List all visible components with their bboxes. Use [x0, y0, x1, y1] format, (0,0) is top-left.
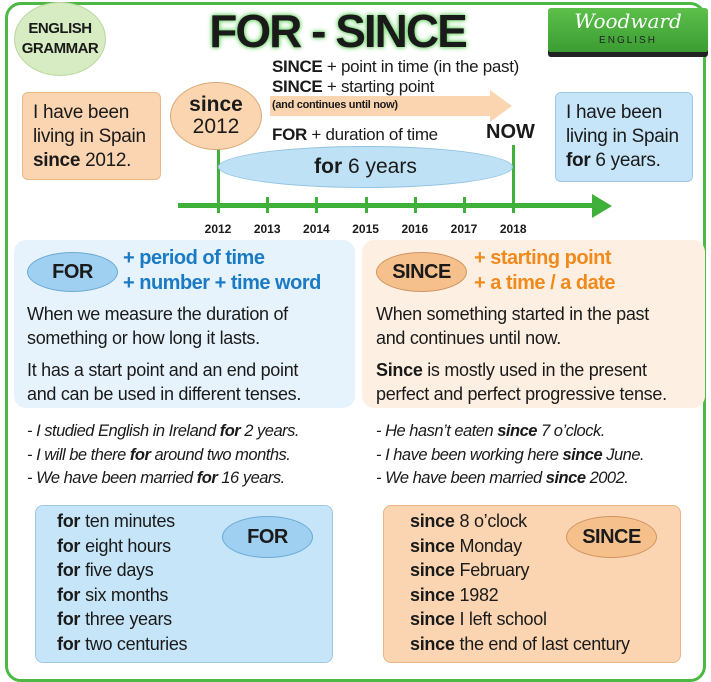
- badge-line: ENGLISH: [28, 20, 92, 37]
- timeline-axis: [178, 203, 594, 208]
- timeline-year-label: 2016: [401, 222, 429, 236]
- list-item: since February: [410, 560, 530, 581]
- list-item: since 1982: [410, 584, 499, 605]
- page-title: FOR - SINCE: [209, 5, 468, 57]
- for-label-bubble: FOR: [27, 252, 118, 292]
- for-examples: - I studied English in Ireland for 2 yea…: [27, 420, 299, 491]
- list-item: for two centuries: [57, 633, 188, 654]
- start-marker-line: [217, 145, 220, 207]
- timeline-tick: [364, 197, 368, 213]
- timeline-tick: [413, 197, 417, 213]
- since-label-bubble: SINCE: [376, 252, 467, 292]
- list-item: for five days: [57, 560, 154, 581]
- example-sentence: - I have been working here since June.: [376, 445, 645, 464]
- timeline-tick: [315, 197, 319, 213]
- list-item: for eight hours: [57, 535, 171, 556]
- since-example-box: I have been living in Spain since 2012.: [22, 92, 161, 180]
- english-grammar-badge: ENGLISH GRAMMAR: [14, 2, 106, 76]
- list-item: since I left school: [410, 609, 547, 630]
- since-note: (and continues until now): [272, 99, 398, 111]
- for-rule: FOR + duration of time: [272, 125, 438, 144]
- timeline-year-label: 2013: [253, 222, 281, 236]
- timeline-year-label: 2018: [499, 222, 527, 236]
- timeline-year-label: 2012: [204, 222, 232, 236]
- for-example-box: I have been living in Spain for 6 years.: [555, 92, 693, 182]
- list-item: for six months: [57, 584, 169, 605]
- timeline-year-label: 2017: [450, 222, 478, 236]
- since-2012-bubble: since 2012: [170, 82, 262, 150]
- now-marker-line: [512, 145, 515, 207]
- example-sentence: - I studied English in Ireland for 2 yea…: [27, 422, 299, 440]
- for-6-years-bubble: for 6 years: [218, 146, 513, 188]
- list-item: for ten minutes: [57, 511, 175, 531]
- example-sentence: - We have been married since 2002.: [376, 469, 629, 487]
- timeline-tick: [463, 197, 466, 213]
- since-description: When something started in the past and co…: [376, 304, 667, 404]
- since-rule-b: + a time / a date: [474, 272, 616, 294]
- since-arrow-head-icon: [490, 90, 512, 122]
- woodward-logo: Woodward ENGLISH: [548, 8, 708, 52]
- timeline-tick: [217, 197, 220, 213]
- since-rule-a: + starting point: [474, 247, 612, 269]
- list-item: since the end of last century: [410, 633, 630, 654]
- for-rule-2: + number + time word: [123, 272, 321, 294]
- now-label: NOW: [486, 121, 535, 143]
- timeline-arrow-head-icon: [592, 194, 612, 218]
- since-arrow: [270, 96, 492, 116]
- logo-brand: Woodward: [574, 9, 682, 33]
- example-sentence: - He hasn’t eaten since 7 o’clock.: [376, 422, 605, 440]
- timeline-tick: [512, 197, 516, 213]
- since-examples: - He hasn’t eaten since 7 o’clock. - I ha…: [376, 420, 645, 491]
- list-item: since 8 o’clock: [410, 511, 527, 531]
- logo-sub: ENGLISH: [599, 35, 657, 46]
- list-item: since Monday: [410, 535, 522, 556]
- list-item: for three years: [57, 609, 172, 630]
- example-sentence: - We have been married for 16 years.: [27, 469, 285, 487]
- timeline-year-label: 2014: [303, 222, 330, 236]
- since-list-bubble: SINCE: [566, 516, 657, 558]
- example-sentence: - I will be there for around two months.: [27, 445, 291, 464]
- timeline-tick: [266, 197, 270, 213]
- timeline-year-label: 2015: [352, 222, 379, 236]
- badge-line: GRAMMAR: [21, 40, 99, 57]
- since-rule-1: SINCE + point in time (in the past): [272, 57, 519, 76]
- for-list-bubble: FOR: [222, 516, 313, 558]
- since-list: since 8 o’clock since Monday since February si…: [410, 509, 630, 657]
- for-description: When we measure the duration of something…: [27, 304, 302, 404]
- since-rule-2: SINCE + starting point: [272, 77, 435, 96]
- for-list: for ten minutes for eight hours for five days…: [57, 509, 188, 657]
- for-rule-1: + period of time: [123, 247, 265, 269]
